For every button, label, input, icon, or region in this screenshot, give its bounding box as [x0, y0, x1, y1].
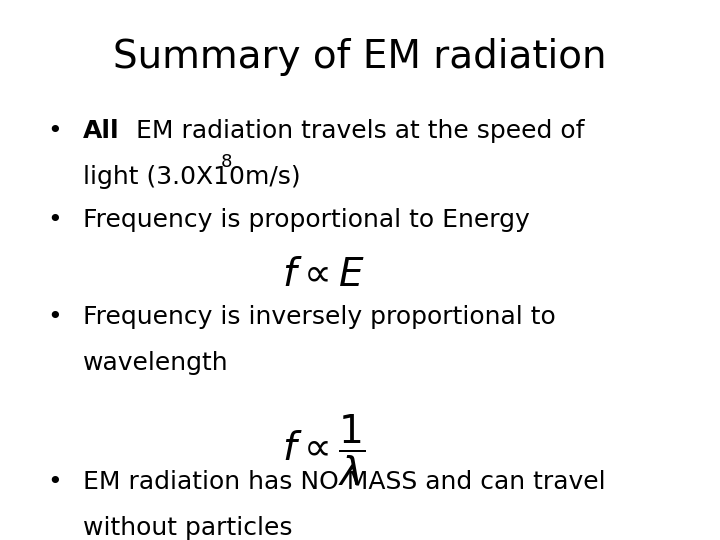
Text: m/s): m/s)	[237, 165, 300, 188]
Text: EM radiation travels at the speed of: EM radiation travels at the speed of	[128, 119, 585, 143]
Text: EM radiation has NO MASS and can travel: EM radiation has NO MASS and can travel	[83, 470, 606, 494]
Text: Frequency is inversely proportional to: Frequency is inversely proportional to	[83, 305, 556, 329]
Text: Frequency is proportional to Energy: Frequency is proportional to Energy	[83, 208, 529, 232]
Text: Summary of EM radiation: Summary of EM radiation	[113, 38, 607, 76]
Text: All: All	[83, 119, 120, 143]
Text: •: •	[47, 470, 61, 494]
Text: without particles: without particles	[83, 516, 292, 539]
Text: wavelength: wavelength	[83, 351, 228, 375]
Text: $f \propto E$: $f \propto E$	[282, 256, 366, 294]
Text: •: •	[47, 305, 61, 329]
Text: 8: 8	[221, 153, 233, 171]
Text: $f \propto \dfrac{1}{\lambda}$: $f \propto \dfrac{1}{\lambda}$	[282, 413, 366, 488]
Text: light (3.0X10: light (3.0X10	[83, 165, 245, 188]
Text: •: •	[47, 208, 61, 232]
Text: •: •	[47, 119, 61, 143]
